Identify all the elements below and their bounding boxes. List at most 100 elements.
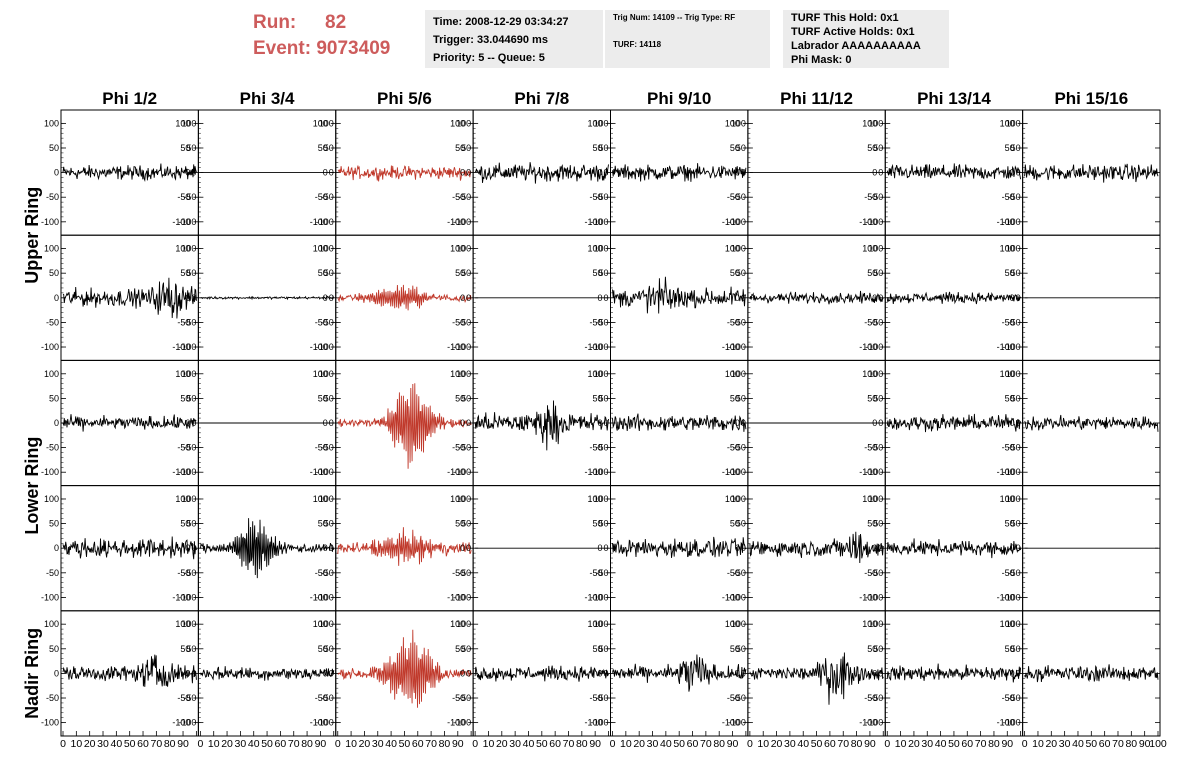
column-header: Phi 3/4 [240,89,295,108]
y-tick-label-right: -50 [177,568,190,578]
y-tick-label-right: -50 [1002,192,1015,202]
y-tick-label: 100 [319,118,334,128]
y-tick-label: 0 [191,293,196,303]
y-tick-label: -100 [453,342,471,352]
y-tick-label-right: 0 [323,418,328,428]
y-tick-label-right: 50 [1005,143,1015,153]
y-tick-label: 50 [1011,393,1021,403]
x-tick-label: 50 [399,738,411,750]
y-tick-label: 100 [593,369,608,379]
trigger-info-box: Trig Num: 14109 -- Trig Type: RF TURF: 1… [605,10,770,68]
waveform-trace [886,291,1021,305]
x-tick-label: 60 [824,738,836,750]
run-row: Run: 82 [253,10,390,36]
y-tick-label-right: -50 [589,443,602,453]
ring-label: Lower Ring [22,437,42,535]
y-tick-label: 100 [319,244,334,254]
y-tick-label: -100 [178,718,196,728]
x-tick-label: 30 [921,738,933,750]
x-tick-label: 20 [359,738,371,750]
y-tick-label: -50 [458,317,471,327]
column-header: Phi 5/6 [377,89,432,108]
y-tick-label-right: -50 [589,192,602,202]
column-header: Phi 7/8 [514,89,569,108]
x-tick-label: 10 [208,738,220,750]
x-tick-label: 70 [563,738,575,750]
y-tick-label: -100 [590,467,608,477]
y-tick-label-right: -100 [447,342,465,352]
y-tick-label-right: 0 [1010,543,1015,553]
y-tick-label-right: -100 [310,342,328,352]
y-tick-label-right: -50 [315,192,328,202]
y-tick-label-right: 0 [460,543,465,553]
turf-hold-line: TURF This Hold: 0x1 [791,12,899,24]
y-tick-label: 100 [44,118,59,128]
y-tick-label-right: -100 [310,467,328,477]
column-header: Phi 9/10 [647,89,711,108]
y-tick-label: -100 [728,342,746,352]
y-tick-label: -100 [728,467,746,477]
y-tick-label: -50 [733,693,746,703]
x-tick-label: 70 [975,738,987,750]
column-header: Phi 13/14 [917,89,991,108]
x-tick-label: 40 [385,738,397,750]
y-tick-label: 0 [466,543,471,553]
y-tick-label: 100 [1006,494,1021,504]
y-tick-label: 50 [324,519,334,529]
y-tick-label-right: 50 [867,644,877,654]
y-tick-label: 0 [603,543,608,553]
y-tick-label-right: -50 [452,693,465,703]
y-tick-label-right: 50 [730,268,740,278]
labrador-line: Labrador AAAAAAAAAA [791,40,921,52]
y-tick-label: 0 [466,418,471,428]
waveform-trace [200,295,335,301]
y-tick-label-right: 0 [460,168,465,178]
y-tick-label-right: -50 [1002,693,1015,703]
x-tick-label: 80 [988,738,1000,750]
y-tick-label: 50 [324,644,334,654]
y-tick-label: -100 [1003,467,1021,477]
y-tick-label-right: -50 [177,443,190,453]
y-tick-label: -100 [41,467,59,477]
x-tick-label: 0 [610,738,616,750]
y-tick-label: 100 [868,118,883,128]
waveform-trace [886,163,1022,180]
y-tick-label: -50 [46,568,59,578]
y-tick-label-right: 50 [730,519,740,529]
y-tick-label-right: -50 [177,192,190,202]
y-tick-label: -100 [453,467,471,477]
phi-mask-line: Phi Mask: 0 [791,54,852,66]
y-tick-label: 50 [873,268,883,278]
y-tick-label-right: -50 [315,568,328,578]
waveform-trace [749,290,884,305]
y-tick-label-right: -100 [859,592,877,602]
x-tick-label: 20 [771,738,783,750]
y-tick-label-right: -100 [172,467,190,477]
y-tick-label: -100 [728,217,746,227]
y-tick-label: 0 [54,418,59,428]
x-tick-label: 30 [509,738,521,750]
y-tick-label: -50 [733,568,746,578]
y-tick-label: -50 [733,192,746,202]
y-tick-label: 0 [466,293,471,303]
waveform-trace [749,652,884,705]
y-tick-label: 100 [319,619,334,629]
y-tick-label-right: 0 [735,543,740,553]
y-tick-label: -50 [321,568,334,578]
y-tick-label: 100 [731,619,746,629]
y-tick-label-right: 50 [730,143,740,153]
x-tick-label: 10 [345,738,357,750]
y-tick-label-right: 0 [1010,293,1015,303]
y-tick-label-right: -100 [172,718,190,728]
y-tick-label-right: 50 [867,143,877,153]
y-tick-label-right: 50 [318,644,328,654]
y-tick-label-right: -50 [589,568,602,578]
y-tick-label-right: -50 [727,568,740,578]
y-tick-label-right: 100 [175,118,190,128]
waveform-trace [62,536,197,560]
y-tick-label: 100 [181,244,196,254]
y-tick-label-right: 100 [1000,118,1015,128]
y-tick-label: 0 [1016,543,1021,553]
y-tick-label-right: 100 [175,369,190,379]
y-tick-label-right: 50 [180,519,190,529]
